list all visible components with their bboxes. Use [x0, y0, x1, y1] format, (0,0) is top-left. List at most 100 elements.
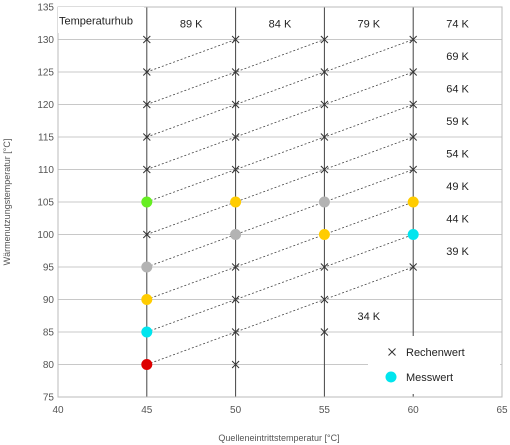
lift-label: 59 K [446, 116, 469, 128]
rechenwert-point [231, 295, 240, 304]
lift-line [146, 39, 236, 73]
plot-border [57, 6, 503, 398]
y-tick-label: 80 [43, 360, 55, 371]
y-tick-label: 120 [37, 100, 54, 111]
legend-background [368, 336, 500, 394]
rechenwert-point [231, 133, 240, 141]
lift-label: 64 K [446, 83, 469, 95]
y-tick-label: 90 [43, 295, 55, 306]
messwert-point [141, 196, 153, 208]
messwert-point [318, 196, 330, 208]
plot-frame [57, 6, 503, 398]
lift-label: 74 K [446, 18, 469, 30]
lift-label: 89 K [180, 18, 203, 30]
rechenwert-point [231, 165, 240, 174]
legend-messwert-label: Messwert [406, 372, 453, 384]
y-tick-label: 85 [43, 328, 55, 339]
messwert-markers [141, 196, 419, 370]
rechenwert-point [142, 133, 151, 141]
rechenwert-point [409, 100, 418, 109]
messwert-point [407, 196, 419, 208]
rechenwert-point [320, 100, 329, 109]
lift-label: 34 K [357, 311, 380, 323]
y-tick-label: 125 [37, 68, 54, 79]
rechenwert-point [142, 165, 151, 174]
rechenwert-point [231, 35, 240, 44]
y-tick-label: 115 [38, 133, 54, 144]
y-axis-label: Wärmenutzungstemperatur [°C] [2, 139, 12, 266]
lift-label-bg [441, 15, 474, 32]
messwert-point [318, 229, 330, 240]
rechenwert-point [231, 328, 240, 336]
x-tick-label: 55 [319, 405, 331, 416]
rechenwert-point [320, 35, 329, 44]
y-tick-label: 75 [43, 393, 55, 404]
rechenwert-point [231, 100, 240, 109]
legend: Rechenwert Messwert [368, 336, 500, 394]
messwert-point [230, 229, 242, 240]
rechenwert-point [409, 133, 418, 141]
lift-line [146, 71, 414, 170]
rechenwert-point [409, 68, 418, 76]
rechenwert-point [142, 35, 151, 44]
lift-label: 44 K [446, 213, 469, 225]
lift-line [146, 266, 414, 365]
legend-rechenwert-label: Rechenwert [406, 347, 465, 359]
rechenwert-point [142, 68, 151, 76]
lift-annotations: 89 K 84 K 79 K 74 K 69 K 64 K 59 K 54 K 49 K 44 K… [175, 15, 474, 324]
lift-label: 39 K [446, 246, 469, 258]
x-tick-label: 65 [496, 405, 508, 416]
lift-label-bg [175, 15, 208, 32]
rechenwert-point [320, 328, 329, 336]
x-tick-label: 45 [141, 405, 153, 416]
x-tick-label: 60 [408, 405, 420, 416]
temperaturhub-header-bg [58, 7, 144, 33]
rechenwert-point [320, 295, 329, 304]
lift-line [146, 104, 414, 203]
lift-line [146, 39, 325, 105]
y-tick-labels: 75 80 85 90 95 100 105 110 115 120 125 130 135 [37, 3, 54, 404]
lift-label-bg [441, 47, 474, 64]
y-tick-label: 110 [38, 165, 54, 176]
lift-label-bg [441, 242, 474, 259]
x-tick-labels: 40 45 50 55 60 65 [52, 405, 508, 416]
x-tick-label: 50 [230, 405, 242, 416]
y-tick-label: 135 [37, 3, 54, 14]
messwert-point [230, 196, 242, 208]
x-axis-label: Quelleneintrittstemperatur [°C] [218, 433, 339, 443]
y-tick-label: 95 [43, 263, 55, 274]
rechenwert-point [320, 263, 329, 271]
rechenwert-point [320, 133, 329, 141]
y-tick-label: 105 [37, 198, 54, 209]
lift-line [146, 201, 414, 300]
lift-label: 69 K [446, 51, 469, 63]
lift-line [146, 234, 414, 333]
lift-label-bg [441, 112, 474, 129]
rechenwert-point [142, 230, 151, 239]
lift-line [146, 136, 414, 235]
messwert-point [141, 326, 153, 338]
rechenwert-point [409, 165, 418, 174]
lift-label-bg [441, 177, 474, 194]
lift-label: 84 K [269, 18, 292, 30]
lift-lines [146, 39, 414, 365]
y-tick-label: 100 [37, 230, 54, 241]
rechenwert-point [320, 68, 329, 76]
rechenwert-point [320, 165, 329, 174]
y-tick-label: 130 [37, 35, 54, 46]
lift-label-bg [441, 145, 474, 162]
rechenwert-point [231, 263, 240, 271]
temperaturhub-header: Temperaturhub [58, 7, 144, 33]
rechenwert-point [231, 360, 240, 369]
messwert-point [141, 294, 153, 305]
lift-label: 54 K [446, 148, 469, 160]
lift-line [146, 39, 414, 138]
rechenwert-point [409, 263, 418, 271]
rechenwert-point [231, 68, 240, 76]
rechenwert-point [142, 100, 151, 109]
legend-messwert-marker [385, 371, 397, 383]
legend-rechenwert-marker [388, 348, 396, 356]
messwert-point [141, 359, 153, 370]
lift-label: 49 K [446, 181, 469, 193]
